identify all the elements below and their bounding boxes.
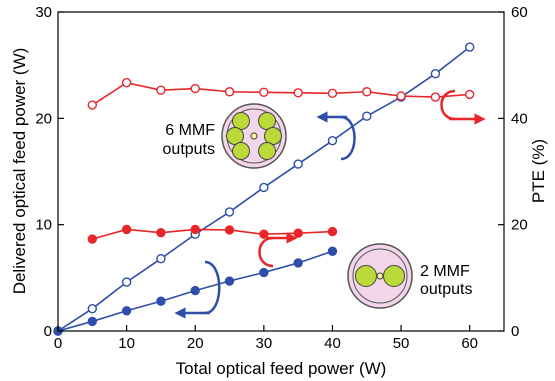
series-0-point — [156, 253, 166, 264]
series-1-point — [293, 258, 303, 268]
y-left-tick-label: 20 — [35, 110, 52, 127]
series-1-point — [190, 285, 200, 296]
series-2-point — [362, 87, 372, 97]
x-tick-label: 40 — [324, 335, 341, 352]
ticks-layer: 0 10 20 30 40 50 60 0 10 20 30 0 20 40 60 — [35, 4, 527, 352]
x-tick-label: 50 — [393, 335, 410, 352]
series-0-point — [327, 135, 338, 146]
lower-blue-axis-indicator — [174, 260, 221, 319]
upper-blue-axis-indicator — [316, 111, 356, 161]
series-0-point — [224, 207, 235, 217]
series-3-point — [327, 226, 338, 237]
series-2-point — [396, 91, 406, 101]
series-3-point — [156, 227, 166, 238]
series-0-point — [430, 68, 441, 79]
series-0-point — [293, 159, 303, 169]
x-tick-label: 10 — [118, 335, 135, 352]
series-3-point — [87, 234, 98, 244]
y-left-tick-label: 10 — [35, 217, 52, 234]
y-right-tick-label: 20 — [511, 217, 528, 234]
series-2-line — [91, 81, 470, 106]
x-tick-label: 60 — [461, 335, 478, 352]
series-3-point — [259, 229, 269, 239]
six-mmf-label-line1: 6 MMF — [165, 122, 215, 139]
x-tick-label: 0 — [54, 335, 62, 352]
series-3-point — [190, 224, 200, 235]
series-0-point — [259, 182, 269, 193]
two-core-fiber-icon — [347, 243, 413, 309]
series-2-point — [430, 92, 441, 102]
x-axis-label: Total optical feed power (W) — [176, 359, 387, 378]
y-left-tick-label: 0 — [44, 323, 52, 340]
series-layer — [53, 42, 475, 336]
y-left-tick-label: 30 — [35, 4, 52, 21]
series-2-point — [327, 88, 338, 99]
y-axis-left-label: Delivered optical feed power (W) — [10, 48, 29, 295]
six-mmf-label-line2: outputs — [163, 141, 215, 158]
series-1-point — [121, 306, 132, 316]
series-1-point — [259, 267, 269, 278]
series-3-point — [121, 224, 132, 235]
x-tick-label: 20 — [187, 335, 204, 352]
plot-frame — [57, 11, 505, 332]
series-0-point — [464, 42, 475, 52]
series-1-point — [327, 246, 338, 256]
y-right-tick-label: 40 — [511, 110, 528, 127]
x-tick-label: 30 — [256, 335, 273, 352]
series-2-point — [121, 78, 132, 88]
series-1-point — [87, 316, 98, 327]
series-2-point — [190, 83, 200, 94]
series-0-point — [121, 277, 132, 287]
series-2-point — [259, 87, 269, 97]
series-3-point — [224, 225, 235, 235]
series-0-point — [362, 111, 372, 121]
upper-red-axis-indicator — [440, 89, 486, 125]
series-1-point — [156, 296, 166, 306]
six-core-fiber-icon — [221, 103, 287, 169]
y-right-tick-label: 0 — [511, 323, 519, 340]
series-0-point — [87, 303, 98, 314]
y-axis-right-label: PTE (%) — [529, 139, 548, 203]
y-right-tick-label: 60 — [511, 4, 528, 21]
series-3-point — [293, 228, 303, 238]
series-2-point — [87, 100, 98, 110]
two-mmf-label-line2: outputs — [420, 281, 472, 298]
lower-red-axis-indicator — [258, 232, 298, 268]
series-2-point — [293, 88, 303, 98]
series-1-point — [224, 276, 235, 286]
series-2-point — [464, 89, 475, 100]
series-2-point — [224, 87, 235, 97]
series-2-point — [156, 85, 166, 95]
two-mmf-label-line1: 2 MMF — [420, 263, 470, 280]
